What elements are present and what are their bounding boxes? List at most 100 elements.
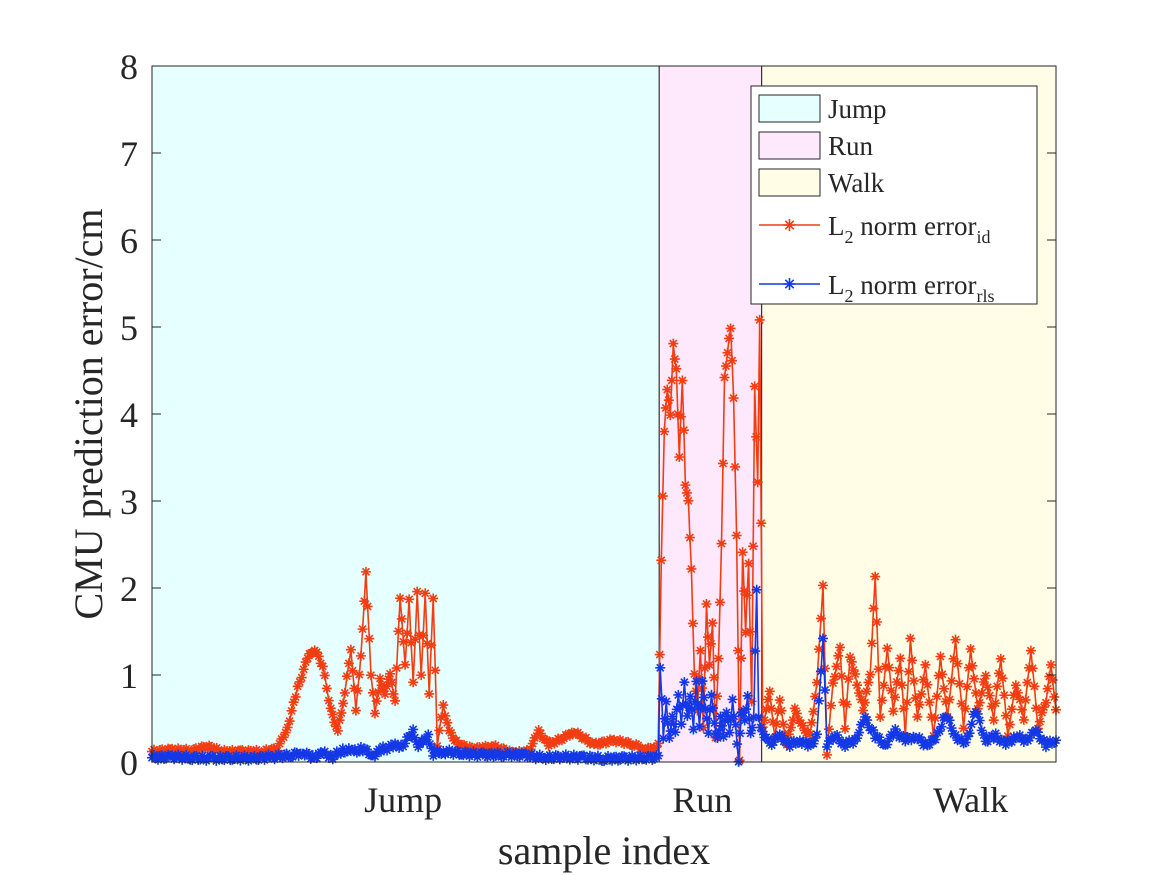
data-point	[993, 668, 1004, 679]
data-point	[937, 669, 948, 680]
data-point	[1000, 739, 1011, 750]
legend-label: L2 norm errorrls	[828, 270, 994, 306]
data-point	[829, 671, 840, 682]
data-point	[852, 680, 863, 691]
data-point	[1027, 663, 1038, 674]
data-point	[980, 670, 991, 681]
data-point	[697, 676, 708, 687]
data-point	[391, 663, 402, 674]
data-point	[930, 713, 941, 724]
data-point	[360, 566, 371, 577]
data-point	[305, 753, 316, 764]
data-point	[727, 694, 738, 705]
data-point	[813, 695, 824, 706]
data-point	[854, 727, 865, 738]
data-point	[978, 677, 989, 688]
data-point	[868, 725, 879, 736]
y-tick-label: 3	[120, 482, 138, 522]
data-point	[742, 590, 753, 601]
data-point	[408, 677, 419, 688]
data-point	[327, 709, 338, 720]
data-point	[393, 626, 404, 637]
data-point	[703, 728, 714, 739]
data-point	[400, 738, 411, 749]
data-point	[958, 723, 969, 734]
data-point	[558, 733, 569, 744]
data-point	[249, 751, 260, 762]
data-point	[354, 669, 365, 680]
data-point	[558, 752, 569, 763]
data-point	[823, 724, 834, 735]
data-point	[990, 698, 1001, 709]
data-point	[233, 752, 244, 763]
data-point	[691, 676, 702, 687]
data-point	[741, 704, 752, 715]
data-point	[357, 624, 368, 635]
data-point	[787, 715, 798, 726]
legend-swatch	[758, 131, 821, 160]
data-point	[751, 584, 762, 595]
data-point	[290, 691, 301, 702]
data-point	[280, 727, 291, 738]
data-point	[789, 703, 800, 714]
data-point	[715, 597, 726, 608]
data-point	[428, 593, 439, 604]
data-point	[756, 518, 767, 529]
data-point	[848, 738, 859, 749]
data-point	[689, 668, 700, 679]
data-point	[661, 696, 672, 707]
data-point	[631, 755, 642, 766]
data-point	[748, 712, 759, 723]
data-point	[394, 742, 405, 753]
data-point	[444, 744, 455, 755]
data-point	[300, 657, 311, 668]
data-point	[944, 715, 955, 726]
data-point	[551, 736, 562, 747]
data-point	[995, 653, 1006, 664]
data-point	[1006, 736, 1017, 747]
data-point	[747, 722, 758, 733]
data-point	[531, 731, 542, 742]
data-point	[716, 538, 727, 549]
data-point	[211, 755, 222, 766]
data-point	[684, 532, 695, 543]
data-point	[896, 680, 907, 691]
data-point	[535, 728, 546, 739]
data-point	[785, 722, 796, 733]
data-point	[195, 754, 206, 765]
legend-swatch	[758, 94, 821, 123]
data-point	[718, 731, 729, 742]
data-point	[675, 411, 686, 422]
data-point	[420, 588, 431, 599]
data-point	[325, 703, 336, 714]
data-point	[842, 739, 853, 750]
data-point	[940, 696, 951, 707]
data-point	[846, 656, 857, 667]
data-point	[745, 626, 756, 637]
data-point	[729, 711, 740, 722]
data-point	[462, 747, 473, 758]
data-point	[676, 719, 687, 730]
data-point	[740, 627, 751, 638]
data-point	[736, 653, 747, 664]
data-point	[390, 695, 401, 706]
data-point	[964, 728, 975, 739]
data-point	[364, 633, 375, 644]
data-point	[906, 735, 917, 746]
data-point	[671, 363, 682, 374]
data-point	[494, 748, 505, 759]
data-point	[291, 747, 302, 758]
legend-label: Walk	[828, 168, 885, 198]
data-point	[817, 633, 828, 644]
data-point	[878, 680, 889, 691]
data-point	[768, 717, 779, 728]
data-point	[410, 634, 421, 645]
data-point	[434, 725, 445, 736]
data-point	[997, 673, 1008, 684]
data-point	[764, 686, 775, 697]
data-point	[656, 555, 667, 566]
data-point	[950, 730, 961, 741]
data-point	[664, 733, 675, 744]
data-point	[715, 711, 726, 722]
data-point	[730, 461, 741, 472]
